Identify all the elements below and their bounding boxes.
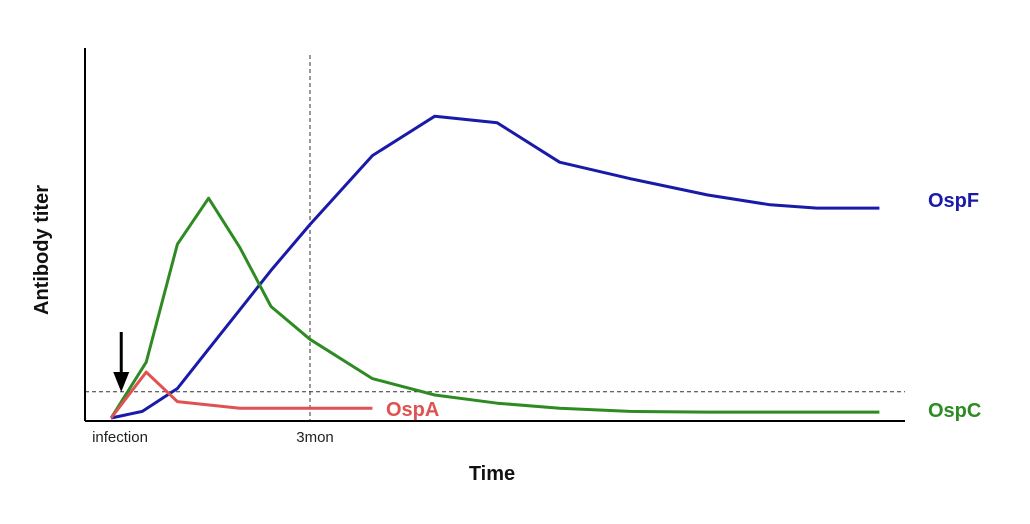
series-labels: OspF OspC OspA	[386, 190, 981, 422]
x-axis-label: Time	[469, 463, 515, 485]
series-label-ospf: OspF	[928, 190, 979, 212]
axes	[84, 48, 905, 422]
y-axis-label: Antibody titer	[31, 185, 53, 315]
x-tick-labels: infection 3mon	[92, 429, 334, 446]
x-tick-label: 3mon	[296, 429, 334, 446]
arrow-down-icon	[113, 372, 130, 392]
series-line-ospf	[110, 114, 880, 420]
series-line-ospc	[109, 196, 880, 419]
series-label-ospc: OspC	[928, 400, 981, 422]
infection-arrow	[113, 332, 130, 392]
series-line-ospa	[109, 370, 373, 419]
series-label-ospa: OspA	[386, 399, 439, 421]
reference-lines	[85, 55, 905, 421]
x-tick-label: infection	[92, 429, 148, 446]
series-lines	[109, 114, 880, 420]
